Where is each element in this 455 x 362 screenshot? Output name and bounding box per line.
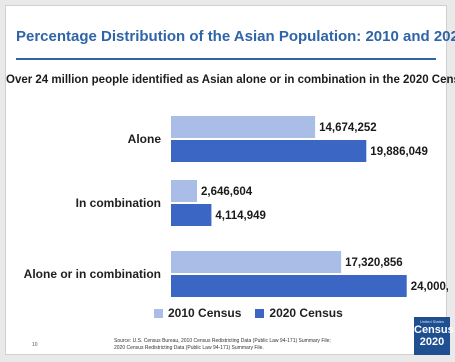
bar-2020: [171, 204, 212, 226]
legend-label-2020: 2020 Census: [269, 306, 343, 320]
data-label: 24,000,998: [411, 281, 448, 293]
census-2020-logo: United States Census 2020: [414, 317, 454, 355]
legend-swatch-2010: [154, 308, 163, 318]
page-number: 10: [32, 342, 38, 348]
legend-label-2010: 2010 Census: [168, 306, 242, 320]
category-label: Alone: [128, 132, 162, 146]
logo-text-census: Census: [414, 324, 454, 336]
source-line-2: 2020 Census Redistricting Data (Public L…: [114, 344, 264, 351]
bar-2010: [171, 251, 342, 273]
data-label: 19,886,049: [370, 146, 428, 158]
source-note: Source: U.S. Census Bureau, 2010 Census …: [114, 338, 331, 351]
logo-text-top: United States: [419, 319, 444, 324]
data-label: 4,114,949: [215, 210, 266, 222]
bar-chart: Alone 14,674,252 19,886,049 In combination 2…: [24, 116, 448, 297]
chart-subtitle: Over 24 million people identified as Asi…: [6, 74, 455, 86]
data-label: 2,646,604: [201, 186, 253, 198]
chart-legend: 2010 Census 2020 Census: [154, 306, 357, 320]
bar-2010: [171, 180, 197, 202]
page-title: Percentage Distribution of the Asian Pop…: [16, 28, 455, 45]
source-line-1: Source: U.S. Census Bureau, 2010 Census …: [114, 338, 331, 344]
data-label: 14,674,252: [319, 122, 377, 134]
logo-text-year: 2020: [419, 336, 445, 348]
legend-swatch-2020: [255, 308, 265, 318]
bar-2020: [171, 140, 367, 162]
category-label: In combination: [76, 196, 161, 210]
title-divider: [16, 58, 436, 60]
bar-2010: [171, 116, 316, 138]
bar-2020: [171, 275, 407, 297]
legend-item-2010: 2010 Census: [154, 306, 241, 320]
legend-item-2020: 2020 Census: [255, 306, 343, 320]
data-label: 17,320,856: [345, 257, 403, 269]
category-label: Alone or in combination: [24, 267, 161, 281]
slide: Percentage Distribution of the Asian Pop…: [5, 5, 455, 355]
